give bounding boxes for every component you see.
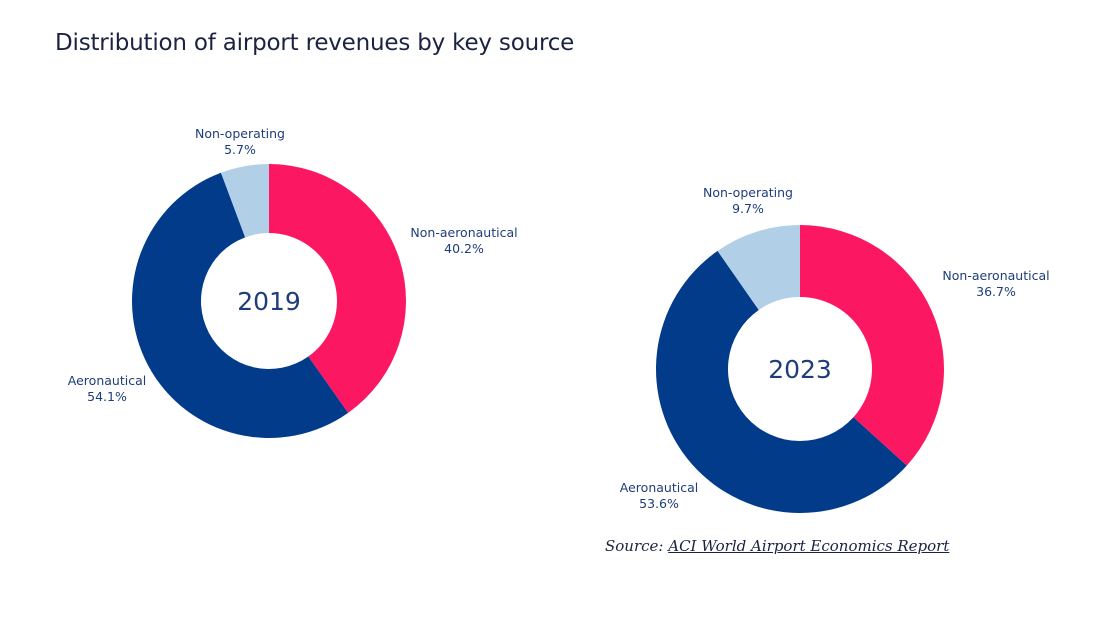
center-label-2019: 2019 [237,287,301,316]
center-label-2023: 2023 [768,355,832,384]
data-label-aeronautical-2023: Aeronautical 53.6% [620,480,698,511]
slice-non-aeronautical-2019 [269,164,406,413]
slice-aeronautical-2019 [131,172,349,438]
data-label-non-aeronautical-2019: Non-aeronautical 40.2% [410,225,517,256]
donut-2019: Non-aeronautical 40.2% Aeronautical 54.1% No… [68,126,518,438]
source-prefix: Source: [605,537,669,555]
donut-2023: Non-aeronautical 36.7% Aeronautical 53.6% No… [620,185,1050,514]
source-link[interactable]: ACI World Airport Economics Report [668,537,950,555]
chart-title: Distribution of airport revenues by key … [55,30,575,56]
data-label-non-operating-2023: Non-operating 9.7% [703,185,793,216]
slice-non-operating-2019 [220,164,269,238]
slice-aeronautical-2023 [655,250,907,514]
source-note: Source: ACI World Airport Economics Repo… [605,537,949,555]
slice-non-operating-2023 [717,225,800,310]
slice-non-aeronautical-2023 [800,225,944,466]
data-label-non-aeronautical-2023: Non-aeronautical 36.7% [942,268,1049,299]
data-label-non-operating-2019: Non-operating 5.7% [195,126,285,157]
data-label-aeronautical-2019: Aeronautical 54.1% [68,373,146,404]
